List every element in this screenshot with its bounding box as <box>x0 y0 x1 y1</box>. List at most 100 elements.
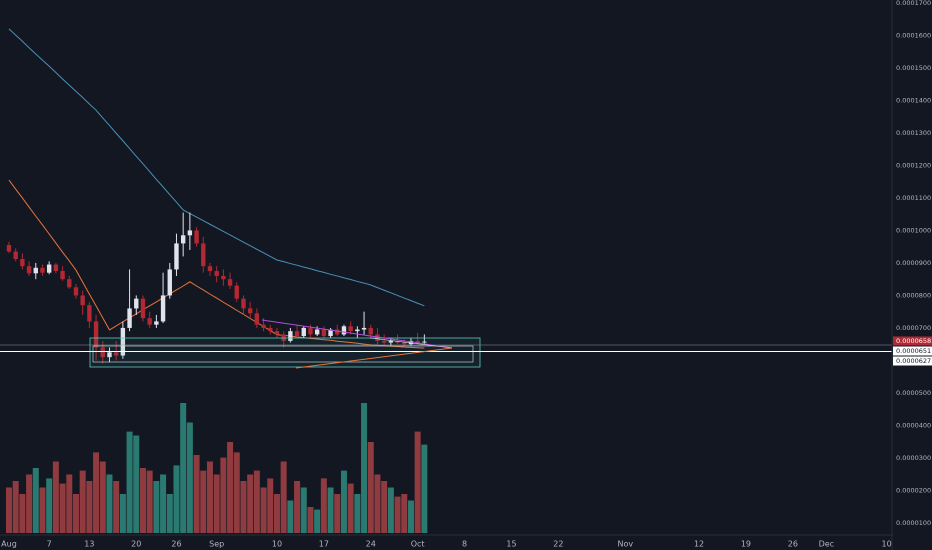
volume-bar <box>414 431 421 533</box>
y-tick-label: 0.0000100 <box>896 519 931 527</box>
candle-body <box>368 327 373 335</box>
volume-bar <box>200 470 207 533</box>
candle-body <box>321 329 327 337</box>
volume-bar <box>72 494 79 533</box>
volume-bar <box>374 474 381 533</box>
volume-bar <box>46 478 53 533</box>
volume-bar <box>39 487 46 533</box>
candle-body <box>221 275 226 280</box>
volume-bar <box>347 483 354 533</box>
candle-body <box>113 352 119 356</box>
candle-body <box>268 327 273 332</box>
volume-bar <box>320 478 327 533</box>
volume-bar <box>314 509 321 533</box>
price-tag-label: 0.0000658 <box>896 337 931 345</box>
moving-average <box>8 179 425 349</box>
volume-bar <box>340 470 347 533</box>
x-tick-label: 20 <box>131 540 141 549</box>
candle-body <box>301 327 306 337</box>
y-tick-label: 0.0000400 <box>896 421 931 429</box>
volume-bar <box>407 500 414 533</box>
volume-bar <box>260 487 267 533</box>
volume-bar <box>227 442 234 533</box>
candle-body <box>254 313 260 325</box>
x-tick-label: 7 <box>47 540 52 549</box>
volume-bar <box>12 481 19 533</box>
volume-bar <box>287 500 294 533</box>
candle-body <box>415 340 420 343</box>
candle-body <box>87 305 92 322</box>
moving-averages <box>8 28 425 349</box>
candle-body <box>100 347 105 358</box>
y-tick-label: 0.0000300 <box>896 454 931 462</box>
y-tick-label: 0.0000700 <box>896 324 931 332</box>
volume-bar <box>113 481 120 533</box>
candle-body <box>294 331 300 337</box>
candle-body <box>46 264 52 273</box>
x-tick-label: 10 <box>272 540 282 549</box>
candle-body <box>247 308 253 314</box>
candle-body <box>341 326 347 335</box>
price-tag-label: 0.0000651 <box>896 347 931 355</box>
volume-bar <box>166 494 173 533</box>
candle-body <box>20 259 25 267</box>
x-tick-label: 8 <box>462 540 467 549</box>
volume-bar <box>381 481 388 533</box>
candle-body <box>67 279 72 288</box>
candle-body <box>154 321 159 325</box>
candle-body <box>33 267 38 274</box>
volume-bar <box>247 474 254 533</box>
candle-body <box>335 329 340 335</box>
candle-body <box>60 271 65 280</box>
candle-body <box>120 327 126 356</box>
price-tag-label: 0.0000627 <box>896 357 931 365</box>
candle-body <box>194 230 199 244</box>
volume-bar <box>233 452 240 533</box>
price-tag <box>893 356 932 366</box>
candle-body <box>134 298 139 309</box>
x-tick-label: Sep <box>209 540 224 549</box>
volume-bar <box>186 422 193 533</box>
volume-bar <box>180 403 187 533</box>
trend-line <box>261 319 453 349</box>
volume-bar <box>240 481 247 533</box>
candle-body <box>201 243 206 267</box>
x-tick-label: Aug <box>1 540 17 549</box>
candle-body <box>207 266 213 272</box>
candle-body <box>53 264 59 272</box>
x-tick-label: 17 <box>319 540 329 549</box>
candle-body <box>328 329 333 337</box>
volume-bar <box>160 474 167 533</box>
price-axis <box>892 0 932 550</box>
candle-body <box>274 331 280 335</box>
candle-body <box>227 279 233 286</box>
y-tick-label: 0.0001700 <box>896 0 931 7</box>
y-tick-label: 0.0000900 <box>896 259 931 267</box>
volume-bar <box>59 483 66 533</box>
drawings <box>0 319 892 369</box>
volume-bar <box>193 455 200 533</box>
candle-body <box>187 230 193 236</box>
volume-bar <box>220 457 227 533</box>
trend-line <box>295 347 453 369</box>
volume-bar <box>300 487 307 533</box>
volume-bar <box>99 461 106 533</box>
y-tick-label: 0.0001100 <box>896 194 931 202</box>
candle-body <box>6 245 12 252</box>
candle-body <box>361 327 367 330</box>
volume-bar <box>86 481 93 533</box>
volume-bar <box>421 444 428 533</box>
candle-body <box>288 331 293 341</box>
y-tick-label: 0.0000200 <box>896 486 931 494</box>
volume-bar <box>367 442 374 533</box>
volume-bar <box>394 496 401 533</box>
inner-box <box>92 345 474 363</box>
candle-body <box>314 329 320 335</box>
candle-body <box>127 308 132 328</box>
y-tick-label: 0.0001300 <box>896 129 931 137</box>
volume-bar <box>133 435 140 533</box>
candle-body <box>214 271 219 276</box>
volume-pane <box>5 403 428 533</box>
volume-bar <box>267 478 274 533</box>
